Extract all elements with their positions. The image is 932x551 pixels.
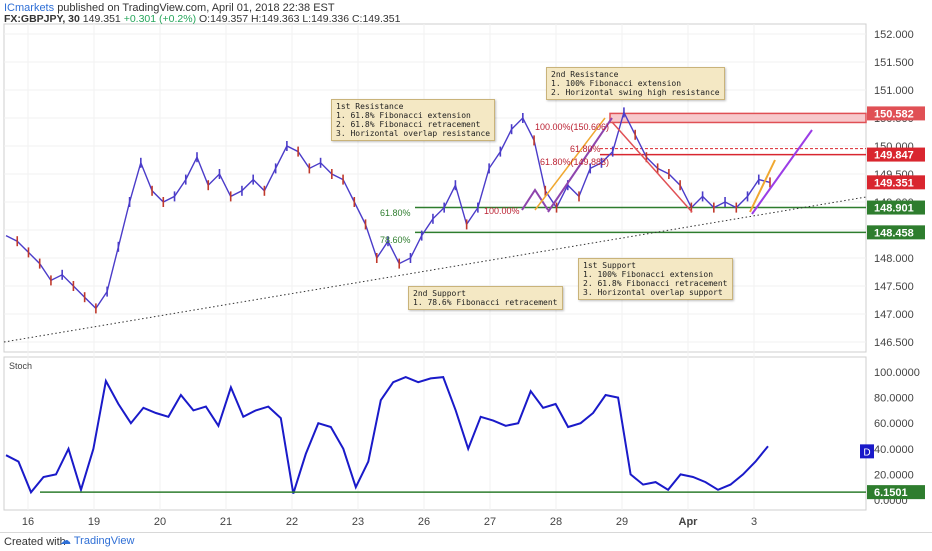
projection-arrows (521, 117, 813, 215)
time-tick-label: 23 (352, 516, 364, 528)
price-tick-label: 147.500 (874, 281, 914, 293)
price-tag-box (867, 106, 925, 121)
fib-labels: 100.00%(150.606) 61.80%(149.883) 61.80% 100… (380, 122, 609, 245)
price-tick-label: 148.000 (874, 253, 914, 265)
fib-label: 61.80% (380, 208, 411, 218)
stoch-last-label: 6.1501 (874, 487, 908, 499)
axes: 152.000151.500151.000150.500150.000149.5… (22, 29, 925, 528)
stoch-last-box (867, 485, 925, 500)
symbol-line: FX:GBPJPY, 30 149.351 +0.301 (+0.2%) O:1… (4, 13, 400, 25)
fib-label: 100.00%(150.606) (535, 122, 609, 132)
wave-arrow (521, 188, 549, 211)
time-tick-label: 22 (286, 516, 298, 528)
time-tick-label: 27 (484, 516, 496, 528)
time-tick-label: 26 (418, 516, 430, 528)
price-tag-label: 150.582 (874, 108, 914, 120)
fib-label: 100.00% (484, 206, 520, 216)
chart-grid (3, 23, 867, 511)
projection-arrow-1 (749, 159, 776, 213)
support-2-note: 2nd Support 1. 78.6% Fibonacci retraceme… (408, 286, 563, 310)
impulse-arrow (547, 117, 613, 213)
price-tick-label: 151.500 (874, 57, 914, 69)
footer: Created with ☁ TradingView (0, 532, 932, 551)
stoch-marker-box (860, 444, 874, 459)
stoch-tick-label: 40.0000 (874, 444, 914, 456)
fib-label: 78.60% (380, 235, 411, 245)
time-tick-label: Apr (679, 516, 699, 528)
stoch-pane (3, 356, 867, 511)
fib-extension-arrow (534, 117, 606, 211)
stoch-tick-label: 20.0000 (874, 469, 914, 481)
price-tag-box (867, 200, 925, 215)
price-tag-label: 149.351 (874, 177, 914, 189)
resistance-1-note: 1st Resistance 1. 61.8% Fibonacci extens… (331, 99, 496, 141)
time-tick-label: 20 (154, 516, 166, 528)
price-tick-label: 152.000 (874, 29, 914, 41)
time-tick-label: 21 (220, 516, 232, 528)
fib-label: 61.80%(149.883) (540, 157, 609, 167)
stoch-series: Stoch (5, 361, 866, 495)
price-series (5, 107, 771, 314)
price-change: +0.301 (+0.2%) (123, 13, 197, 25)
dotted-trendline (3, 196, 867, 343)
price-tag-label: 148.458 (874, 227, 914, 239)
publish-line: ICmarkets published on TradingView.com, … (4, 2, 335, 14)
time-tick-label: 28 (550, 516, 562, 528)
created-with-text: Created with (4, 536, 66, 548)
published-text: published on TradingView.com, April 01, … (57, 2, 335, 14)
price-tick-label: 151.000 (874, 85, 914, 97)
price-tick-label: 146.500 (874, 337, 914, 349)
price-tag-label: 148.901 (874, 203, 914, 215)
time-tick-label: 3 (751, 516, 757, 528)
price-tag-box (867, 147, 925, 162)
ohlc-values: O:149.357 H:149.363 L:149.336 C:149.351 (199, 13, 401, 25)
resistance-zone (609, 112, 867, 124)
stoch-tick-label: 80.0000 (874, 393, 914, 405)
publisher-name[interactable]: ICmarkets (4, 2, 55, 14)
stoch-title: Stoch (9, 361, 32, 371)
stoch-tick-label: 100.0000 (874, 367, 920, 379)
price-tag-box (867, 225, 925, 240)
stoch-marker-label: D (863, 447, 870, 458)
price-tag-label: 149.847 (874, 150, 914, 162)
tradingview-brand: TradingView (73, 535, 135, 547)
resistance-2-note: 2nd Resistance 1. 100% Fibonacci extensi… (546, 67, 725, 100)
trendline (3, 196, 867, 343)
fib-label: 61.80% (570, 144, 601, 154)
price-tick-label: 147.000 (874, 309, 914, 321)
time-tick-label: 29 (616, 516, 628, 528)
time-tick-label: 16 (22, 516, 34, 528)
last-price: 149.351 (82, 13, 121, 25)
symbol-label: FX:GBPJPY, 30 (4, 13, 80, 25)
price-tag-box (867, 175, 925, 190)
stoch-tick-label: 60.0000 (874, 418, 914, 430)
stoch-line (5, 376, 769, 495)
support-1-note: 1st Support 1. 100% Fibonacci extension … (578, 258, 733, 300)
retrace-arrow (611, 121, 693, 213)
time-tick-label: 19 (88, 516, 100, 528)
projection-arrow-2 (751, 129, 813, 215)
tradingview-logo[interactable]: ☁ TradingView (60, 535, 135, 547)
